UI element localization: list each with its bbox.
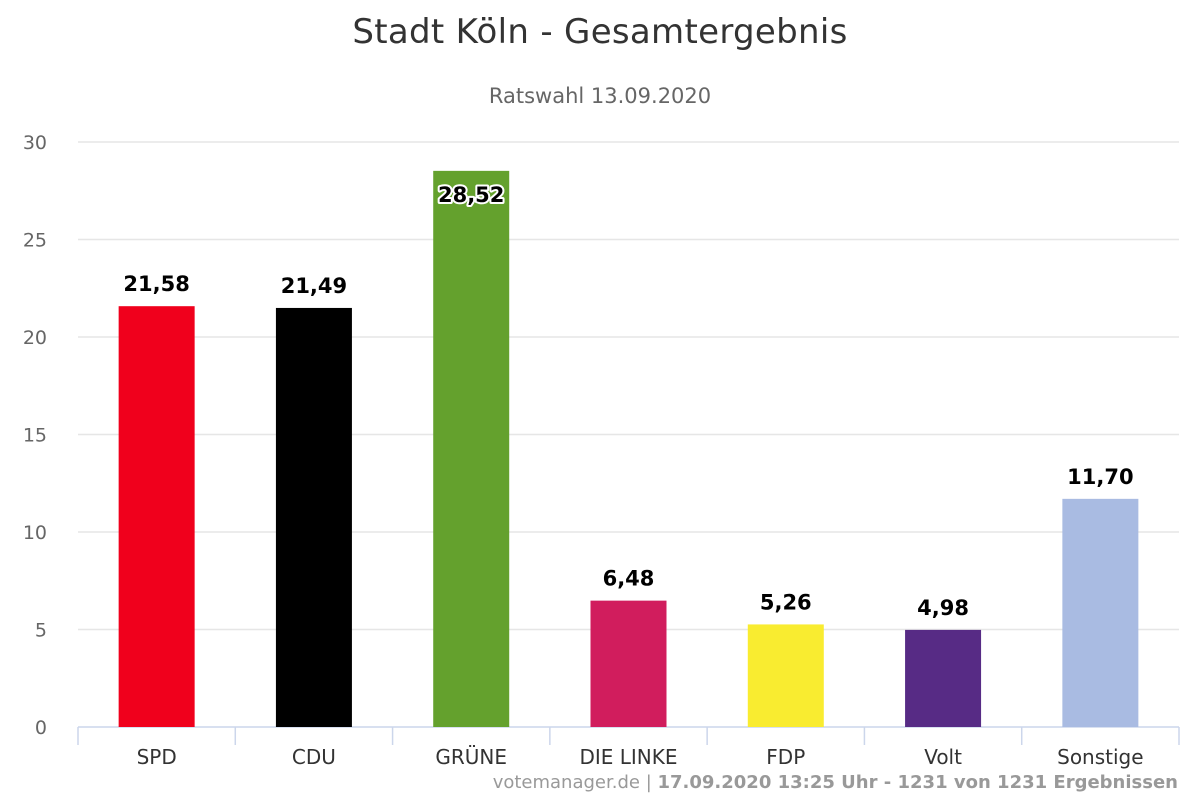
- bar-sonstige[interactable]: [1062, 498, 1139, 727]
- y-tick-label: 30: [23, 132, 47, 154]
- x-tick-label: FDP: [766, 745, 805, 769]
- y-tick-label: 25: [23, 230, 47, 252]
- x-tick-label: CDU: [292, 745, 336, 769]
- x-tick-label: DIE LINKE: [579, 745, 677, 769]
- y-tick-label: 0: [35, 717, 47, 739]
- footer: votemanager.de | 17.09.2020 13:25 Uhr - …: [493, 772, 1178, 793]
- data-label: 4,98: [917, 596, 969, 620]
- data-label: 21,49: [281, 274, 347, 298]
- chart-subtitle: Ratswahl 13.09.2020: [488, 84, 712, 108]
- bar-grüne[interactable]: [433, 170, 510, 728]
- data-label: 11,70: [1067, 465, 1133, 489]
- data-label: 21,58: [123, 272, 189, 296]
- data-label: 28,52: [438, 183, 504, 207]
- x-tick-label: GRÜNE: [435, 745, 507, 769]
- bar-spd[interactable]: [118, 306, 195, 727]
- y-tick-label: 5: [35, 620, 47, 642]
- y-tick-label: 20: [23, 327, 47, 349]
- footer-timestamp: 17.09.2020 13:25 Uhr - 1231 von 1231 Erg…: [657, 772, 1178, 793]
- bar-volt[interactable]: [905, 629, 982, 727]
- footer-separator: |: [639, 772, 658, 793]
- data-label: 6,48: [603, 567, 655, 591]
- y-tick-label: 10: [23, 522, 47, 544]
- bar-cdu[interactable]: [275, 307, 352, 727]
- x-tick-label: SPD: [137, 745, 177, 769]
- y-tick-label: 15: [23, 425, 47, 447]
- x-tick-label: Sonstige: [1057, 745, 1143, 769]
- footer-source[interactable]: votemanager.de: [492, 772, 640, 793]
- chart-title: Stadt Köln - Gesamtergebnis: [352, 12, 848, 52]
- bar-fdp[interactable]: [747, 624, 824, 727]
- x-tick-label: Volt: [924, 745, 962, 769]
- data-label: 5,26: [760, 590, 812, 614]
- bar-die-linke[interactable]: [590, 600, 667, 727]
